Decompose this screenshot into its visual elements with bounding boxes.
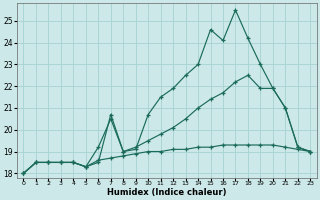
X-axis label: Humidex (Indice chaleur): Humidex (Indice chaleur) bbox=[107, 188, 227, 197]
